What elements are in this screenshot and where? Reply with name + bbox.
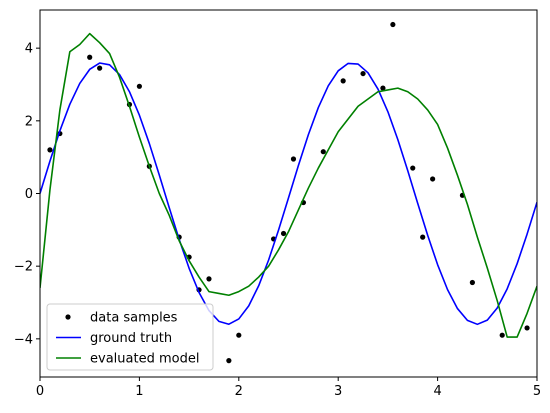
data-sample-point (280, 230, 287, 237)
data-sample-point (390, 21, 396, 28)
legend-label: ground truth (90, 331, 172, 346)
x-tick-label: 0 (36, 384, 44, 399)
data-sample-point (340, 78, 346, 84)
data-sample-point (524, 325, 530, 331)
legend-box (46, 303, 214, 371)
legend: data samples ground truth evaluated model (46, 303, 214, 371)
data-sample-point (410, 165, 416, 171)
y-tick-label: 2 (25, 114, 33, 129)
evaluated-model-line (40, 32, 537, 338)
x-tick-label: 4 (433, 384, 441, 399)
data-sample-point (420, 234, 426, 240)
data-sample-point (87, 54, 93, 60)
y-tick-label: 0 (25, 187, 33, 202)
legend-label: evaluated model (90, 352, 199, 367)
data-sample-point (360, 70, 366, 77)
x-tick-label: 2 (235, 384, 243, 399)
series-layer (40, 21, 537, 364)
data-sample-point (290, 156, 297, 162)
y-tick-label: −2 (14, 260, 33, 275)
data-sample-point (97, 65, 103, 71)
data-sample-point (136, 83, 142, 89)
data-sample-point (430, 176, 436, 182)
x-tick-label: 3 (334, 384, 342, 399)
data-sample-point (236, 332, 242, 338)
data-sample-point (380, 85, 386, 91)
data-sample-point (47, 147, 53, 153)
ground-truth-line (40, 62, 537, 326)
legend-label: data samples (90, 311, 178, 326)
y-tick-label: 4 (25, 42, 33, 57)
axes-layer: 0 1 2 3 4 5 −4 −2 0 2 4 (14, 42, 541, 399)
data-sample-point (226, 358, 232, 364)
x-tick-label: 1 (135, 384, 143, 399)
legend-swatch-data-samples (65, 314, 71, 320)
data-sample-point (320, 149, 326, 155)
data-sample-point (206, 276, 212, 282)
data-sample-point (469, 279, 475, 286)
data-sample-point (499, 332, 505, 338)
x-tick-label: 5 (533, 384, 541, 399)
y-tick-label: −4 (14, 332, 33, 347)
